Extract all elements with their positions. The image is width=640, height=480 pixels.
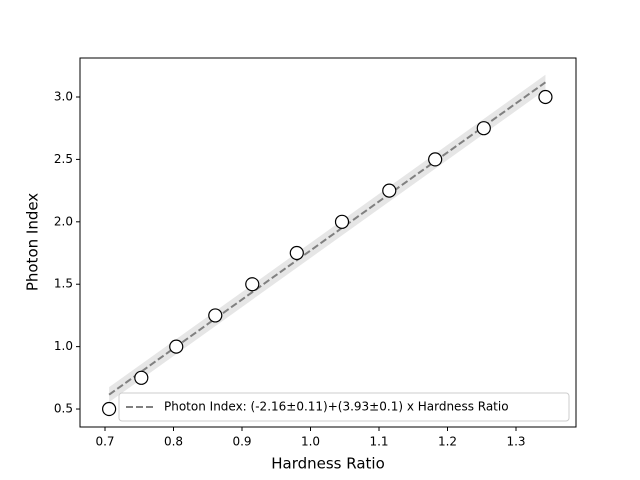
y-axis-label: Photon Index <box>24 193 42 291</box>
y-tick-label: 1.0 <box>54 339 73 353</box>
x-tick-label: 0.7 <box>95 435 114 449</box>
y-tick-label: 2.5 <box>54 152 73 166</box>
y-tick-label: 1.5 <box>54 277 73 291</box>
point <box>538 89 553 105</box>
x-tick-label: 1.2 <box>438 435 457 449</box>
point <box>134 370 149 385</box>
point <box>476 121 491 136</box>
point <box>245 277 260 292</box>
point <box>169 339 184 354</box>
x-tick-label: 0.8 <box>164 435 183 449</box>
y-tick-label: 2.0 <box>54 214 73 228</box>
point <box>102 401 117 417</box>
legend-box <box>118 392 570 422</box>
legend-label: Photon Index: (-2.16±0.11)+(3.93±0.1) x … <box>164 400 509 414</box>
point <box>208 308 223 323</box>
point <box>334 214 350 229</box>
y-tick-label: 0.5 <box>54 402 73 416</box>
plot-frame <box>79 57 577 428</box>
x-axis-label: Hardness Ratio <box>271 455 385 473</box>
x-tick-label: 0.9 <box>232 435 251 449</box>
y-tick-label: 3.0 <box>54 90 73 104</box>
point <box>428 152 443 167</box>
x-tick-label: 1.3 <box>506 435 525 449</box>
point <box>289 245 304 261</box>
point <box>382 183 397 198</box>
x-tick-label: 1.1 <box>369 435 388 449</box>
x-tick-label: 1.0 <box>301 435 320 449</box>
